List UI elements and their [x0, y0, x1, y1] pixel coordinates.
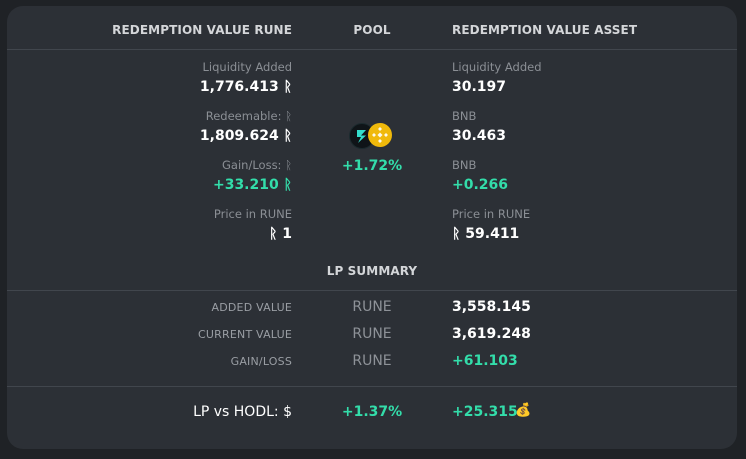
asset-price-value: ᚱ 59.411	[452, 226, 520, 242]
money-bag-icon: 💰	[515, 403, 532, 418]
summary-row-label: GAIN/LOSS	[230, 355, 292, 368]
hodl-percent: +1.37%	[341, 404, 403, 420]
summary-row-unit: RUNE	[352, 299, 392, 315]
pool-change: +1.72%	[341, 158, 403, 174]
rune-price-label: Price in RUNE	[213, 207, 292, 221]
asset-redeemable-label: BNB	[452, 109, 477, 123]
rune-liquidity-added-label: Liquidity Added	[202, 60, 293, 74]
lp-summary-title: LP SUMMARY	[326, 264, 418, 278]
rune-liquidity-added-value: 1,776.413 ᚱ	[199, 79, 292, 95]
asset-gainloss-value: +0.266	[452, 177, 509, 193]
summary-row-value: 3,558.145	[452, 299, 531, 315]
pool-icons	[349, 122, 397, 150]
summary-row-value: 3,619.248	[452, 326, 531, 342]
header-pool: POOL	[353, 23, 391, 37]
rune-price-value: ᚱ 1	[268, 226, 292, 242]
rune-redeemable-value: 1,809.624 ᚱ	[199, 128, 292, 144]
asset-price-label: Price in RUNE	[452, 207, 531, 221]
hodl-divider	[7, 386, 737, 387]
hodl-label: LP vs HODL: $	[193, 404, 292, 420]
asset-liquidity-added-value: 30.197	[452, 79, 507, 95]
summary-divider	[7, 290, 737, 291]
bnb-icon	[368, 123, 392, 147]
asset-redeemable-value: 30.463	[452, 128, 507, 144]
asset-liquidity-added-label: Liquidity Added	[452, 60, 542, 74]
redemption-card: REDEMPTION VALUE RUNE POOL REDEMPTION VA…	[7, 6, 737, 449]
summary-row-value: +61.103	[452, 353, 518, 369]
asset-gainloss-label: BNB	[452, 158, 477, 172]
rune-gainloss-label: Gain/Loss: ᚱ	[222, 158, 292, 172]
summary-row-unit: RUNE	[352, 326, 392, 342]
rune-gainloss-value: +33.210 ᚱ	[212, 177, 292, 193]
summary-row-label: CURRENT VALUE	[198, 328, 292, 341]
rune-redeemable-label: Redeemable: ᚱ	[205, 109, 292, 123]
header-rune: REDEMPTION VALUE RUNE	[112, 23, 292, 37]
summary-row-label: ADDED VALUE	[211, 301, 292, 314]
header-divider	[7, 49, 737, 50]
hodl-value: +25.315	[452, 404, 518, 420]
header-asset: REDEMPTION VALUE ASSET	[452, 23, 638, 37]
summary-row-unit: RUNE	[352, 353, 392, 369]
